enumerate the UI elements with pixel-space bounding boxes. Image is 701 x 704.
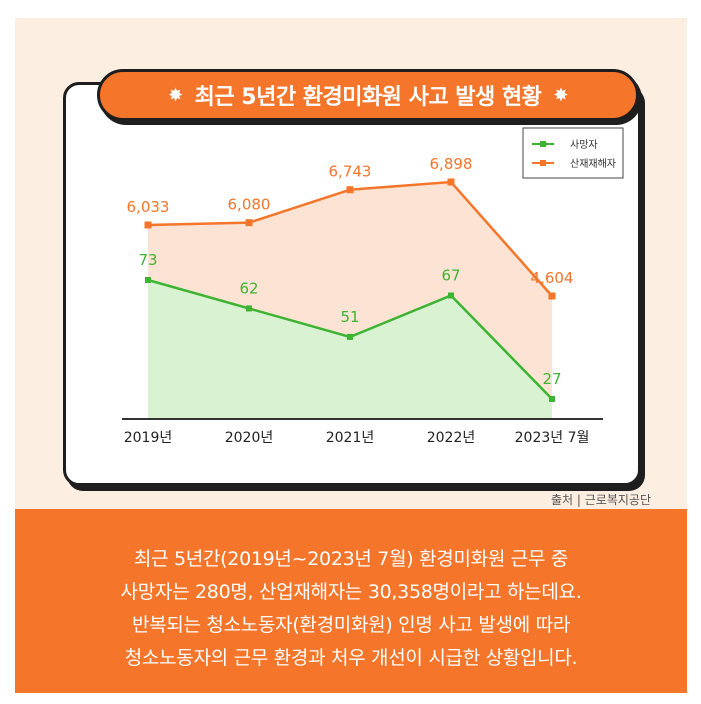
data-label-deaths: 73 bbox=[138, 251, 157, 269]
data-label-injuries: 4,604 bbox=[531, 269, 574, 287]
x-tick-label: 2021년 bbox=[326, 430, 375, 446]
area-deaths bbox=[148, 280, 552, 419]
data-label-deaths: 51 bbox=[340, 308, 359, 326]
data-label-deaths: 62 bbox=[239, 279, 258, 297]
legend-label-injuries: 산재재해자 bbox=[570, 157, 616, 170]
point-deaths bbox=[549, 396, 555, 402]
point-injuries bbox=[346, 186, 354, 194]
chart: 6,033 6,080 6,743 6,898 4,604 73 62 51 67 27 2019… bbox=[122, 127, 624, 446]
summary-line: 최근 5년간(2019년~2023년 7월) 환경미화원 근무 중 bbox=[133, 548, 569, 570]
title-banner: ✸ 최근 5년간 환경미화원 사고 발생 현황 ✸ bbox=[97, 69, 639, 121]
x-tick-label: 2020년 bbox=[225, 430, 274, 446]
point-deaths bbox=[246, 305, 252, 312]
legend-box bbox=[522, 127, 624, 179]
data-label-injuries: 6,898 bbox=[430, 155, 473, 173]
data-label-injuries: 6,033 bbox=[127, 198, 170, 216]
legend: 사망자 산재재해자 bbox=[522, 127, 624, 179]
x-tick-label: 2022년 bbox=[427, 430, 476, 446]
source-note: 출처 | 근로복지공단 bbox=[551, 493, 651, 507]
star-icon: ✸ bbox=[553, 84, 568, 106]
data-label-injuries: 6,080 bbox=[228, 196, 271, 214]
page-title: 최근 5년간 환경미화원 사고 발생 현황 bbox=[194, 85, 542, 110]
x-tick-label: 2019년 bbox=[124, 430, 173, 446]
data-label-injuries: 6,743 bbox=[329, 163, 372, 181]
point-deaths bbox=[448, 292, 454, 299]
data-label-deaths: 67 bbox=[441, 267, 460, 285]
summary-line: 반복되는 청소노동자(환경미화원) 인명 사고 발생에 따라 bbox=[131, 614, 571, 636]
legend-marker-deaths bbox=[540, 141, 546, 147]
summary-line: 사망자는 280명, 산업재해자는 30,358명이라고 하는데요. bbox=[120, 581, 582, 603]
point-deaths bbox=[145, 277, 151, 283]
legend-marker-injuries bbox=[540, 160, 546, 166]
infographic: ✸ 최근 5년간 환경미화원 사고 발생 현황 ✸ 6,033 6,080 6,74… bbox=[15, 18, 687, 693]
point-injuries bbox=[144, 221, 152, 229]
data-label-deaths: 27 bbox=[542, 370, 561, 388]
x-tick-label: 2023년 7월 bbox=[515, 430, 590, 446]
summary-line: 청소노동자의 근무 환경과 처우 개선이 시급한 상황입니다. bbox=[124, 647, 578, 669]
legend-label-deaths: 사망자 bbox=[570, 139, 598, 151]
point-deaths bbox=[347, 333, 353, 340]
point-injuries bbox=[245, 219, 253, 227]
point-injuries bbox=[548, 292, 556, 300]
summary-panel: 최근 5년간(2019년~2023년 7월) 환경미화원 근무 중 사망자는 2… bbox=[15, 509, 687, 693]
star-icon: ✸ bbox=[168, 84, 183, 106]
point-injuries bbox=[447, 178, 455, 186]
